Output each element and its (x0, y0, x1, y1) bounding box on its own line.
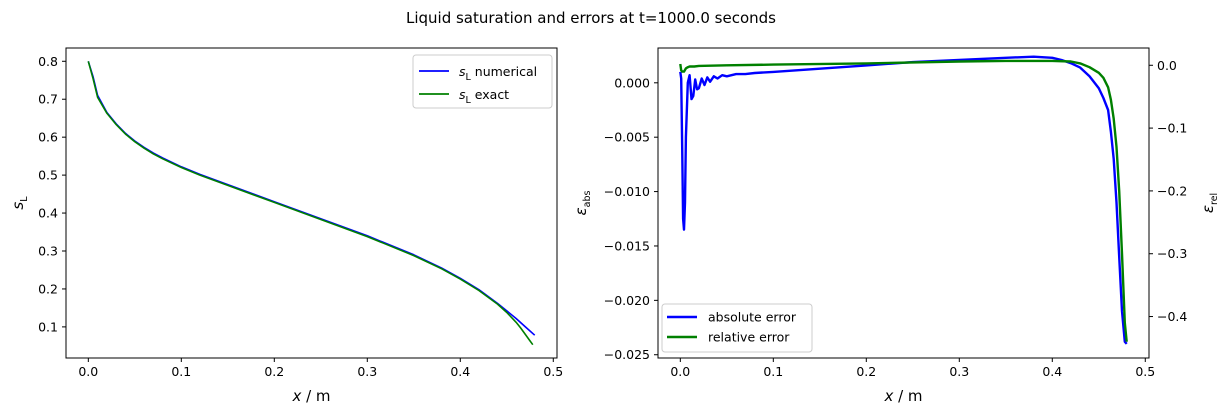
x-tick-label: 0.5 (1135, 364, 1155, 379)
x-tick-label: 0.2 (264, 364, 284, 379)
y-tick-label: 0.3 (38, 243, 58, 258)
series-line-relative-error (679, 59, 1128, 342)
plot-frame (65, 47, 558, 359)
legend: absolute error relative error (661, 303, 813, 353)
series-line-absolute-error (679, 55, 1128, 345)
x-tick-label: 0.5 (543, 364, 563, 379)
y-tick-label: 0.4 (38, 206, 58, 221)
x-tick-label: 0.4 (1042, 364, 1062, 379)
y2-tick-label: −0.3 (1157, 246, 1187, 261)
series-line-sl-exact (87, 61, 534, 346)
x-axis-title: x / m (883, 387, 922, 405)
x-tick-label: 0.0 (78, 364, 98, 379)
y2-tick-label: −0.4 (1157, 309, 1187, 324)
x-tick-label: 0.4 (450, 364, 470, 379)
y-tick-label: 0.5 (38, 168, 58, 183)
legend-label: sL exact (459, 87, 509, 106)
legend-label: relative error (708, 330, 790, 345)
y-tick-label: 0.7 (38, 92, 58, 107)
y-tick-label: −0.010 (604, 184, 650, 199)
y2-tick-label: −0.1 (1157, 121, 1187, 136)
legend: sL numerical sL exact (412, 54, 553, 109)
saturation-plot: 0.0 0.1 0.2 0.3 0.4 0.5 0.1 0.2 0.3 0.4 0.5 0.6 0.7 0… (9, 47, 563, 405)
x-axis-title: x / m (291, 387, 330, 405)
y-tick-label: −0.015 (604, 238, 650, 253)
x-tick-label: 0.2 (856, 364, 876, 379)
x-tick-label: 0.3 (949, 364, 969, 379)
y-tick-label: 0.1 (38, 319, 58, 334)
x-tick-label: 0.1 (171, 364, 191, 379)
legend-box (661, 303, 813, 353)
figure-title: Liquid saturation and errors at t=1000.0… (406, 9, 776, 27)
x-tick-label: 0.0 (670, 364, 690, 379)
y-tick-label: 0.8 (38, 54, 58, 69)
y2-axis-title: εrel (1199, 193, 1220, 213)
y-tick-label: 0.000 (614, 75, 650, 90)
y-tick-label: 0.6 (38, 130, 58, 145)
x-tick-label: 0.3 (357, 364, 377, 379)
y-axis-title: sL (9, 196, 30, 210)
y-tick-label: −0.025 (604, 347, 650, 362)
y-tick-label: −0.020 (604, 293, 650, 308)
x-tick-label: 0.1 (763, 364, 783, 379)
legend-label: sL numerical (459, 64, 537, 83)
y-axis-title: εabs (572, 190, 593, 215)
plot-frame (657, 47, 1150, 359)
y2-tick-label: 0.0 (1157, 58, 1177, 73)
y-tick-label: 0.2 (38, 281, 58, 296)
y-tick-label: −0.005 (604, 130, 650, 145)
y2-tick-label: −0.2 (1157, 183, 1187, 198)
legend-label: absolute error (708, 310, 797, 325)
error-plot: 0.0 0.1 0.2 0.3 0.4 0.5 0.000 −0.005 −0.010 −0.01… (572, 47, 1220, 405)
